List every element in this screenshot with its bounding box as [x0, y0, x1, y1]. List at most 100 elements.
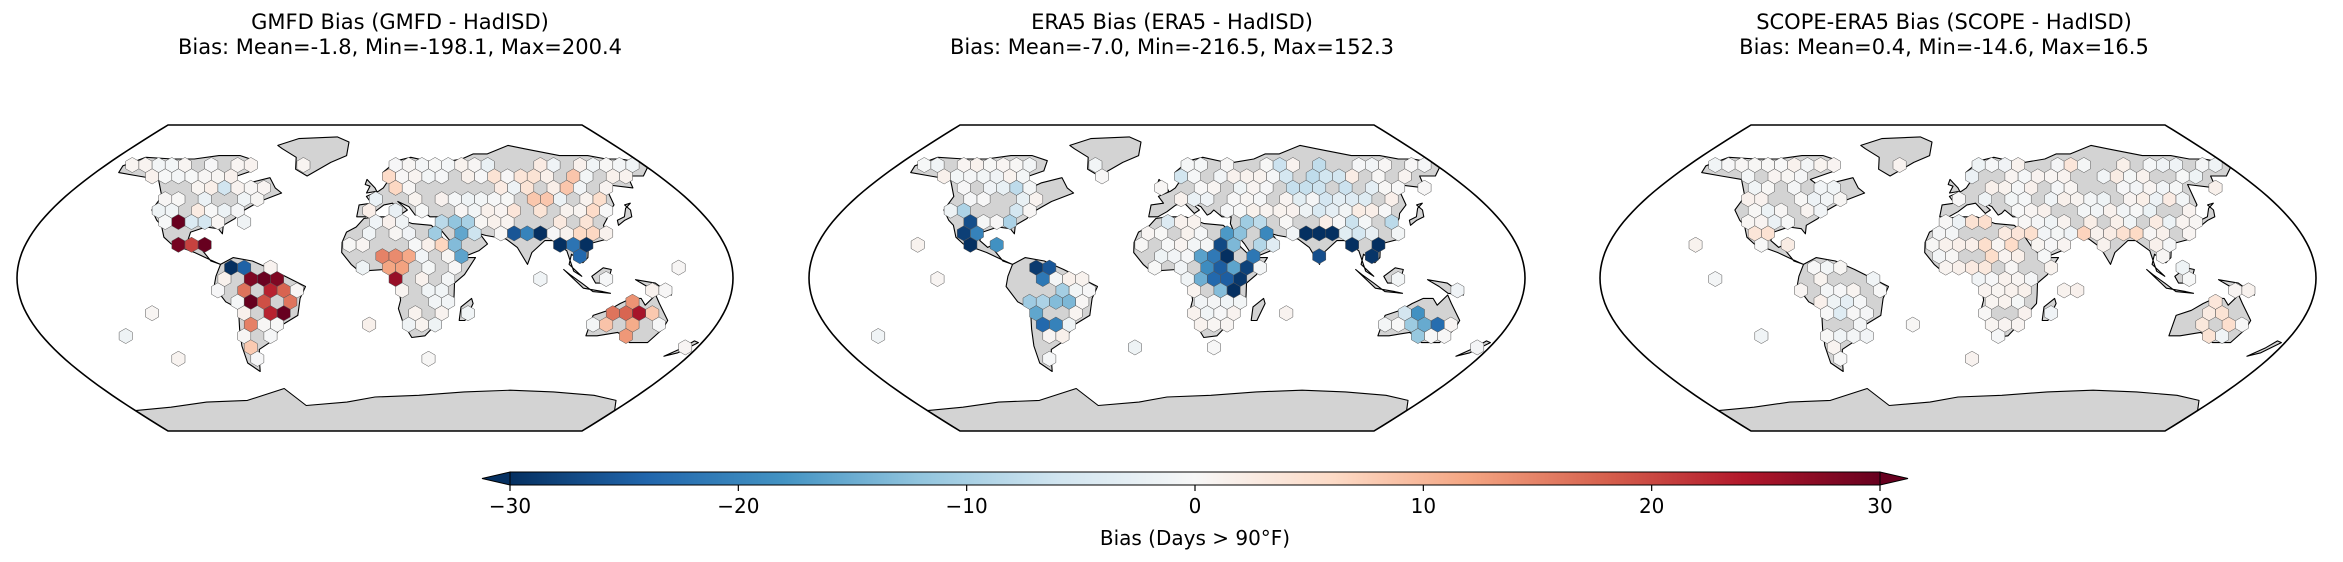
station-hexbin: [1312, 248, 1327, 265]
station-hexbin: [145, 305, 159, 322]
station-hexbin: [2011, 316, 2025, 333]
map-panel-3: [1599, 124, 2317, 432]
station-hexbin: [2077, 157, 2091, 173]
station-hexbin: [1128, 339, 1142, 356]
panel-1-title-line: GMFD Bias (GMFD - HadISD): [251, 10, 549, 34]
colorbar-tick-label: −30: [489, 494, 531, 518]
landmass-greenland: [277, 136, 350, 177]
station-hexbin: [1965, 350, 1979, 367]
station-hexbin: [1965, 168, 1979, 185]
station-hexbin: [2208, 179, 2223, 196]
station-hexbin: [2096, 236, 2111, 253]
landmass-nz: [2246, 340, 2282, 357]
station-hexbin: [1003, 214, 1017, 230]
station-hexbin: [658, 282, 673, 299]
station-hexbin: [1147, 259, 1162, 276]
landmass-madagascar: [1250, 297, 1266, 322]
station-hexbin: [1022, 202, 1037, 219]
station-hexbin: [415, 202, 429, 219]
station-hexbin: [599, 271, 614, 287]
station-hexbin: [1279, 305, 1294, 322]
station-hexbin: [1708, 271, 1723, 287]
landmass-uk: [364, 178, 378, 194]
station-hexbin: [1470, 339, 1485, 356]
station-hexbin: [2188, 168, 2203, 185]
station-hexbin: [1905, 316, 1920, 333]
station-hexbin: [1042, 350, 1057, 367]
panel-2-title-line: ERA5 Bias (ERA5 - HadISD): [1031, 10, 1313, 34]
colorbar-tick-label: −20: [717, 494, 759, 518]
station-hexbin: [237, 214, 252, 230]
station-hexbin: [197, 236, 212, 253]
landmass-japan: [1408, 202, 1425, 226]
station-hexbin: [1813, 202, 1828, 219]
station-hexbin: [1688, 236, 1703, 253]
station-hexbin: [461, 305, 475, 322]
landmass-japan: [616, 202, 633, 226]
station-hexbin: [1991, 328, 2006, 344]
station-hexbin: [171, 350, 186, 367]
station-hexbin: [250, 191, 265, 208]
station-hexbin: [2057, 236, 2071, 253]
station-hexbin: [296, 157, 311, 173]
station-hexbin: [263, 328, 278, 344]
colorbar: −30 −20 −10 0 10 20 30 Bias (Days > 90°F): [481, 471, 1909, 550]
panel-3-title-line: SCOPE-ERA5 Bias (SCOPE - HadISD): [1756, 10, 2132, 34]
panel-3-stats-line: Bias: Mean=0.4, Min=-14.6, Max=16.5: [1739, 35, 2149, 59]
station-hexbin: [599, 316, 614, 333]
station-hexbin: [573, 248, 587, 265]
colorbar-extend-high: [1879, 471, 1909, 486]
station-hexbin: [2215, 328, 2229, 344]
colorbar-label: Bias (Days > 90°F): [1100, 526, 1290, 550]
station-hexbin: [355, 236, 370, 253]
station-hexbin: [1952, 191, 1966, 208]
station-hexbin: [2070, 282, 2085, 299]
landmass-uk: [1947, 178, 1961, 194]
station-hexbin: [2235, 316, 2249, 333]
station-hexbin: [250, 350, 265, 367]
map-panel-1: [16, 124, 734, 432]
station-hexbin: [2044, 259, 2058, 276]
station-hexbin: [1154, 179, 1169, 196]
station-hexbin: [1754, 328, 1769, 344]
station-hexbin: [2182, 225, 2197, 242]
station-hexbin: [211, 214, 225, 230]
station-hexbin: [1437, 328, 1452, 344]
station-hexbin: [989, 236, 1004, 253]
station-hexbin: [1833, 191, 1848, 208]
station-hexbin: [211, 282, 225, 299]
landmass-japan: [2199, 202, 2216, 226]
station-hexbin: [1833, 350, 1848, 367]
station-hexbin: [1780, 236, 1795, 253]
station-hexbin: [1207, 339, 1221, 356]
station-hexbin: [533, 202, 548, 219]
station-hexbin: [1253, 259, 1267, 276]
station-hexbin: [2241, 282, 2256, 299]
colorbar-tick-label: 30: [1867, 494, 1892, 518]
station-hexbin: [871, 328, 886, 344]
station-hexbin: [599, 225, 614, 242]
map-border: [1599, 124, 2317, 432]
station-hexbin: [1794, 282, 1808, 299]
station-hexbin: [1391, 271, 1406, 287]
station-hexbin: [1978, 214, 1992, 230]
station-hexbin: [362, 316, 377, 333]
station-hexbin: [1345, 236, 1359, 253]
colorbar-tick-label: 0: [1189, 494, 1202, 518]
station-hexbin: [619, 328, 633, 344]
station-hexbin: [1780, 214, 1795, 230]
colorbar-gradient: [509, 471, 1881, 486]
station-hexbin: [1450, 282, 1465, 299]
station-hexbin: [1417, 179, 1432, 196]
station-hexbin: [1859, 328, 1874, 344]
station-hexbin: [1391, 225, 1406, 242]
panel-1-stats-line: Bias: Mean=-1.8, Min=-198.1, Max=200.4: [178, 35, 622, 59]
station-hexbin: [467, 225, 482, 242]
station-hexbin: [533, 271, 548, 287]
hexbin-layer: [871, 157, 1485, 367]
landmass-indonesia: [2146, 268, 2195, 294]
landmass-na: [910, 155, 1075, 265]
map-border: [808, 124, 1526, 432]
landmass-indonesia: [1355, 268, 1404, 294]
